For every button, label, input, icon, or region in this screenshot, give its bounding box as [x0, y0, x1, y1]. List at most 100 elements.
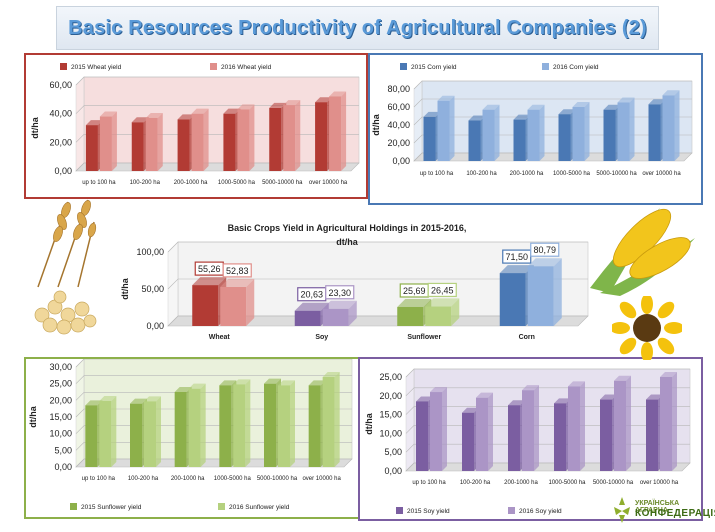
gridline [167, 241, 588, 253]
bar-top [85, 120, 103, 126]
y-tick-label: 50,00 [141, 284, 164, 294]
bar-top [223, 108, 241, 114]
bar-top [482, 104, 500, 110]
y-tick-label: 25,00 [379, 372, 402, 382]
bar [99, 116, 112, 171]
bar [191, 113, 204, 171]
bar-top [283, 100, 301, 106]
bar-top [99, 111, 117, 117]
x-tick-label: 100-200 ha [130, 180, 161, 186]
y-tick-label: 20,00 [379, 391, 402, 401]
bar-side [672, 372, 677, 471]
y-tick-label: 20,00 [387, 138, 410, 148]
bar-side [200, 383, 206, 467]
bar-top [437, 95, 455, 101]
bar [499, 273, 526, 326]
bar [85, 405, 98, 467]
bar [660, 377, 672, 471]
bar-top [145, 112, 163, 118]
x-tick-label: 1000-5000 ha [548, 480, 586, 486]
gridline [405, 387, 690, 397]
data-label: 80,79 [533, 245, 556, 255]
y-axis-label: dt/ha [364, 412, 374, 434]
gridline [75, 408, 352, 418]
bar-top [476, 392, 493, 398]
bar-top [233, 379, 251, 385]
wheat-ears-image [37, 199, 97, 288]
bar [177, 119, 190, 171]
wheat-chart-panel: 0,00 20,00 40,00 60,00 dt/ha up to 100 ha 100-… [24, 53, 368, 199]
sunflower-image [612, 296, 682, 360]
x-tick-label: 1000-5000 ha [214, 476, 252, 482]
x-tick-label: 5000-10000 ha [596, 171, 637, 177]
bar-top [425, 298, 460, 307]
bar-top [264, 378, 281, 384]
bar-top [315, 97, 333, 103]
bar-top [513, 114, 531, 120]
data-label: 23,30 [328, 288, 351, 298]
soybeans-image [34, 290, 97, 335]
page-title: Basic Resources Productivity of Agricult… [68, 16, 647, 39]
bar [264, 383, 276, 467]
bar-top [568, 381, 585, 387]
x-tick-label: 200-1000 ha [510, 171, 544, 177]
bar-top [662, 90, 680, 96]
wheat-chart: 0,00 20,00 40,00 60,00 dt/ha up to 100 ha 100-… [30, 63, 360, 186]
x-tick-label: Corn [519, 334, 535, 341]
y-tick-label: 0,00 [146, 321, 164, 331]
bar-top [237, 104, 255, 110]
bar [294, 310, 321, 326]
bar-top [269, 102, 287, 108]
gridline [413, 134, 692, 144]
chart-side-wall [405, 368, 415, 472]
legend-swatch [210, 63, 217, 70]
bar-top [614, 375, 631, 381]
gridline [75, 375, 352, 384]
bar [220, 286, 247, 326]
bar-side [111, 396, 117, 467]
bar-top [660, 372, 677, 377]
bar-top [617, 97, 635, 103]
y-tick-label: 15,00 [379, 410, 402, 420]
gridline [405, 462, 690, 472]
bar [397, 306, 424, 326]
legend-label: 2016 Corn yield [553, 64, 599, 71]
bar-side [449, 95, 455, 161]
bar [315, 102, 328, 171]
bar-top [423, 111, 441, 117]
data-label: 55,26 [198, 264, 221, 274]
y-tick-label: 100,00 [136, 247, 164, 257]
gridline [75, 442, 352, 451]
bar [476, 397, 488, 471]
bar [648, 104, 661, 161]
bar-side [539, 104, 545, 161]
bar-side [203, 108, 209, 171]
bar [482, 109, 495, 161]
bar [603, 109, 616, 161]
bar-top [468, 115, 486, 121]
bar-top [329, 91, 347, 97]
legend-swatch [396, 507, 403, 514]
legend-label: 2016 Soy yield [519, 508, 562, 515]
gridline [75, 425, 352, 434]
bar-top [527, 104, 545, 110]
y-tick-label: 0,00 [384, 466, 402, 476]
bar-side [674, 90, 680, 161]
bar-top [192, 277, 227, 286]
legend-label: 2016 Wheat yield [221, 64, 272, 71]
bar [646, 399, 658, 471]
x-tick-label: 200-1000 ha [174, 180, 208, 186]
bar-side [290, 380, 295, 467]
x-tick-label: 100-200 ha [460, 480, 491, 486]
gridline [413, 116, 692, 126]
bar-top [322, 300, 357, 309]
bar-side [494, 104, 500, 161]
gridline [75, 162, 359, 172]
x-tick-label: 100-200 ha [466, 171, 497, 177]
y-tick-label: 80,00 [387, 84, 410, 94]
legend-swatch [218, 503, 225, 510]
bar-side [246, 278, 255, 326]
y-tick-label: 0,00 [54, 166, 72, 176]
y-tick-label: 5,00 [384, 447, 402, 457]
bar-top [131, 117, 149, 123]
